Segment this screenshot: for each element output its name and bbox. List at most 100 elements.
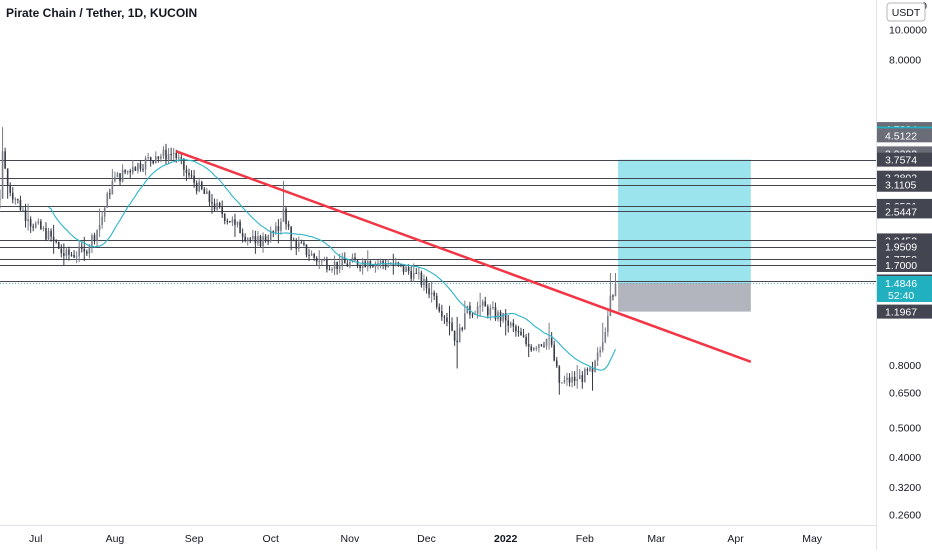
- candle-body: [183, 158, 185, 170]
- candle-body: [382, 260, 384, 264]
- candle-body: [494, 307, 497, 319]
- candle-body: [489, 308, 492, 316]
- candle-body: [55, 240, 57, 243]
- candle-body: [430, 292, 433, 295]
- candle-body: [157, 156, 160, 159]
- candle-body: [203, 188, 206, 194]
- candle-body: [451, 322, 453, 331]
- candle-body: [277, 226, 280, 231]
- candle-body: [75, 256, 78, 258]
- candle-body: [40, 221, 42, 230]
- trendline-group[interactable]: [175, 150, 752, 363]
- candle-body: [423, 278, 425, 286]
- candle-body: [154, 156, 157, 164]
- candle-body: [6, 168, 9, 186]
- candle-body: [453, 330, 456, 341]
- moving-average: [48, 159, 617, 371]
- candle-body: [492, 307, 494, 309]
- candle-body: [14, 199, 17, 201]
- candle-body: [126, 170, 129, 173]
- candle-body: [341, 258, 344, 265]
- candle-body: [387, 264, 389, 268]
- candle-body: [433, 292, 435, 296]
- candle-body: [160, 156, 162, 159]
- candle-body: [545, 339, 548, 346]
- candle-body: [264, 236, 267, 241]
- candle-body: [471, 314, 474, 316]
- candle-body: [389, 264, 392, 266]
- candle-body: [257, 236, 259, 244]
- candle-body: [86, 251, 88, 254]
- candle-body: [132, 167, 134, 173]
- candle-body: [550, 338, 553, 345]
- moving-average-line: [48, 159, 617, 371]
- candle-body: [119, 173, 121, 182]
- y-tick-label: 0.4000: [889, 452, 921, 464]
- candle-body: [333, 261, 336, 270]
- candle-body: [9, 185, 12, 193]
- candle-body: [27, 219, 29, 222]
- candle-body: [522, 335, 525, 337]
- candle-body: [162, 149, 165, 157]
- currency-button-label[interactable]: USDT: [892, 7, 921, 19]
- candle-body: [190, 175, 193, 177]
- price-tag-box: [877, 128, 932, 143]
- x-axis-ticks: Jul Aug Sep Oct Nov Dec 2022 Feb Mar Apr May: [29, 533, 823, 545]
- candle-body: [604, 332, 607, 343]
- candle-body: [361, 261, 364, 269]
- candle-body: [601, 342, 604, 351]
- price-tag-box: [877, 304, 932, 319]
- candle-body: [305, 244, 308, 256]
- x-tick-label: Aug: [106, 533, 125, 545]
- x-tick-label: Dec: [417, 533, 436, 545]
- candle-body: [32, 226, 35, 228]
- candle-body: [52, 236, 55, 241]
- candle-body: [614, 283, 617, 297]
- candle-body: [410, 271, 412, 279]
- candle-body: [303, 243, 305, 245]
- candle-body: [484, 301, 487, 307]
- candle-body: [216, 202, 218, 210]
- currency-button[interactable]: USDT: [886, 2, 926, 22]
- candle-body: [349, 261, 351, 267]
- price-tag-box: [877, 275, 932, 302]
- candle-body: [241, 233, 244, 237]
- candle-body: [37, 221, 40, 224]
- candle-body: [479, 305, 481, 307]
- candle-body: [328, 269, 331, 271]
- candle-body: [254, 236, 257, 244]
- candle-body: [379, 260, 382, 264]
- candle-body: [476, 306, 479, 314]
- resistance-trendline[interactable]: [175, 150, 752, 363]
- candle-body: [517, 331, 520, 333]
- position-zones[interactable]: [618, 159, 751, 312]
- candle-body: [34, 223, 37, 228]
- candle-body: [1, 151, 4, 199]
- candle-body: [540, 344, 543, 346]
- candle-body: [198, 181, 201, 192]
- candle-body: [441, 311, 443, 317]
- price-tag-box: [877, 257, 932, 272]
- candle-body: [208, 191, 211, 202]
- x-tick-label: Mar: [647, 533, 666, 545]
- candle-body: [548, 338, 550, 340]
- candlesticks: [0, 127, 617, 395]
- candle-body: [73, 254, 75, 258]
- candle-body: [507, 320, 510, 326]
- candle-body: [68, 249, 70, 255]
- candle-body: [91, 235, 93, 247]
- candle-body: [292, 240, 295, 242]
- candle-body: [300, 242, 303, 244]
- candle-body: [313, 253, 315, 258]
- candle-body: [609, 295, 612, 317]
- currency-button-frame[interactable]: [886, 2, 926, 22]
- candle-body: [80, 246, 83, 249]
- candle-body: [392, 264, 395, 266]
- candle-body: [116, 173, 119, 178]
- x-tick-label: Sep: [185, 533, 204, 545]
- price-tag-label: 3.7574: [885, 155, 917, 167]
- candle-body: [530, 346, 533, 351]
- candle-body: [0, 198, 1, 200]
